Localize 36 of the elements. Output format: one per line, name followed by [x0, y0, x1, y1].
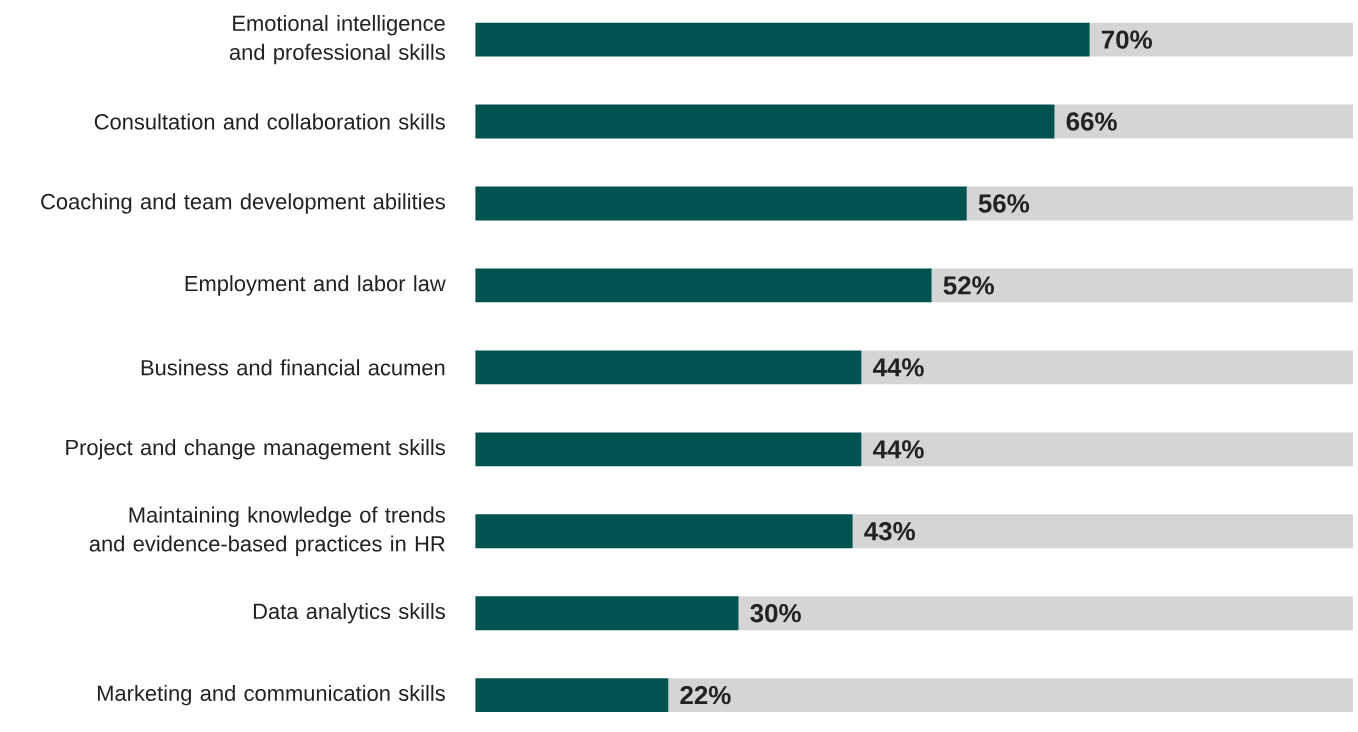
data-label: 22%: [680, 685, 731, 705]
bar: [1054, 104, 1353, 139]
bar: [931, 268, 1353, 303]
y-tick-label: Emotional intelligence and professional skills: [229, 14, 445, 65]
bar: [966, 186, 1353, 221]
y-tick-label: Consultation and collaboration skills: [94, 113, 445, 130]
y-tick-label: Business and financial acumen: [141, 359, 445, 376]
data-label: 30%: [750, 603, 801, 623]
bar: [668, 678, 1353, 713]
y-tick-label: Coaching and team development abilities: [41, 193, 445, 214]
data-label: 66%: [1066, 112, 1117, 131]
bar: [852, 514, 1353, 549]
bar: [475, 514, 853, 549]
data-label: 43%: [864, 522, 915, 541]
y-tick-label: Project and change management skills: [66, 439, 445, 460]
data-label: 56%: [978, 194, 1030, 213]
y-tick-label: Marketing and communication skills: [97, 684, 445, 706]
bar: [475, 596, 739, 631]
bar: [475, 186, 967, 221]
bar: [475, 268, 932, 303]
data-label: 52%: [943, 276, 994, 295]
bar: [861, 432, 1353, 467]
bar: [475, 678, 669, 713]
bar: [1089, 22, 1353, 57]
bar: [738, 596, 1353, 631]
data-label: 44%: [872, 440, 924, 459]
bar: [861, 350, 1353, 385]
bar: [475, 22, 1090, 57]
bar: [475, 432, 862, 467]
bar: [475, 350, 862, 385]
y-tick-label: Maintaining knowledge of trends and evidence-based practices in HR: [89, 506, 445, 556]
data-label: 70%: [1101, 30, 1152, 49]
bar: [475, 104, 1055, 139]
data-label: 44%: [872, 358, 924, 377]
y-tick-label: Employment and labor law: [185, 275, 446, 296]
y-tick-label: Data analytics skills: [253, 602, 445, 624]
